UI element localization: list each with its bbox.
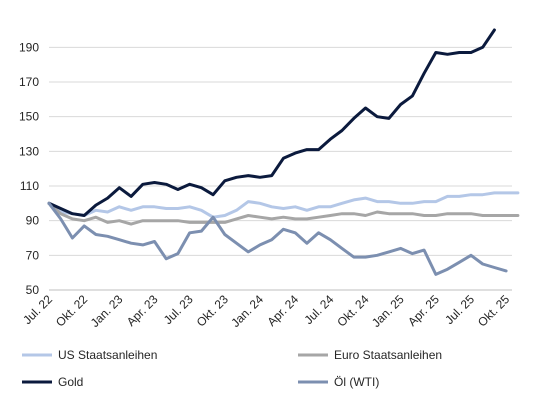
y-tick-label: 50: [26, 283, 40, 297]
x-tick-label: Jul. 25: [442, 292, 477, 327]
legend-label: US Staatsanleihen: [58, 348, 157, 362]
series-line-4: [47, 201, 508, 276]
x-tick-label: Jan. 23: [88, 292, 126, 330]
y-tick-label: 170: [19, 75, 39, 89]
x-tick-label: Apr. 23: [124, 292, 161, 329]
gridlines: [49, 46, 512, 256]
legend-label: Öl (WTI): [334, 375, 379, 389]
legend: US Staatsanleihen Euro Staatsanleihen Gold…: [22, 348, 442, 389]
y-tick-label: 70: [26, 248, 40, 262]
x-tick-label: Jan. 25: [369, 292, 407, 330]
x-tick-label: Apr. 24: [264, 292, 301, 329]
y-tick-label: 150: [19, 110, 39, 124]
legend-label: Euro Staatsanleihen: [334, 348, 442, 362]
x-tick-label: Okt. 24: [334, 292, 371, 329]
x-tick-label: Apr. 25: [405, 292, 442, 329]
series-line-1: [47, 191, 520, 219]
x-tick-label: Jul. 22: [20, 292, 55, 327]
x-tick-label: Okt. 23: [194, 292, 231, 329]
series-lines: [47, 28, 520, 276]
y-tick-label: 90: [26, 214, 40, 228]
x-tick-label: Jul. 24: [302, 292, 337, 327]
x-tick-label: Jan. 24: [228, 292, 266, 330]
x-tick-label: Okt. 22: [53, 292, 90, 329]
y-tick-label: 130: [19, 144, 39, 158]
y-tick-label: 190: [19, 40, 39, 54]
y-tick-label: 110: [20, 179, 39, 193]
x-tick-label: Okt. 25: [475, 292, 512, 329]
y-axis-tick-labels: 50 70 90 110 130 150 170 190: [19, 40, 39, 297]
series-line-2: [47, 201, 520, 226]
series-line-3: [47, 28, 496, 217]
x-tick-label: Jul. 23: [161, 292, 196, 327]
legend-label: Gold: [58, 375, 83, 389]
